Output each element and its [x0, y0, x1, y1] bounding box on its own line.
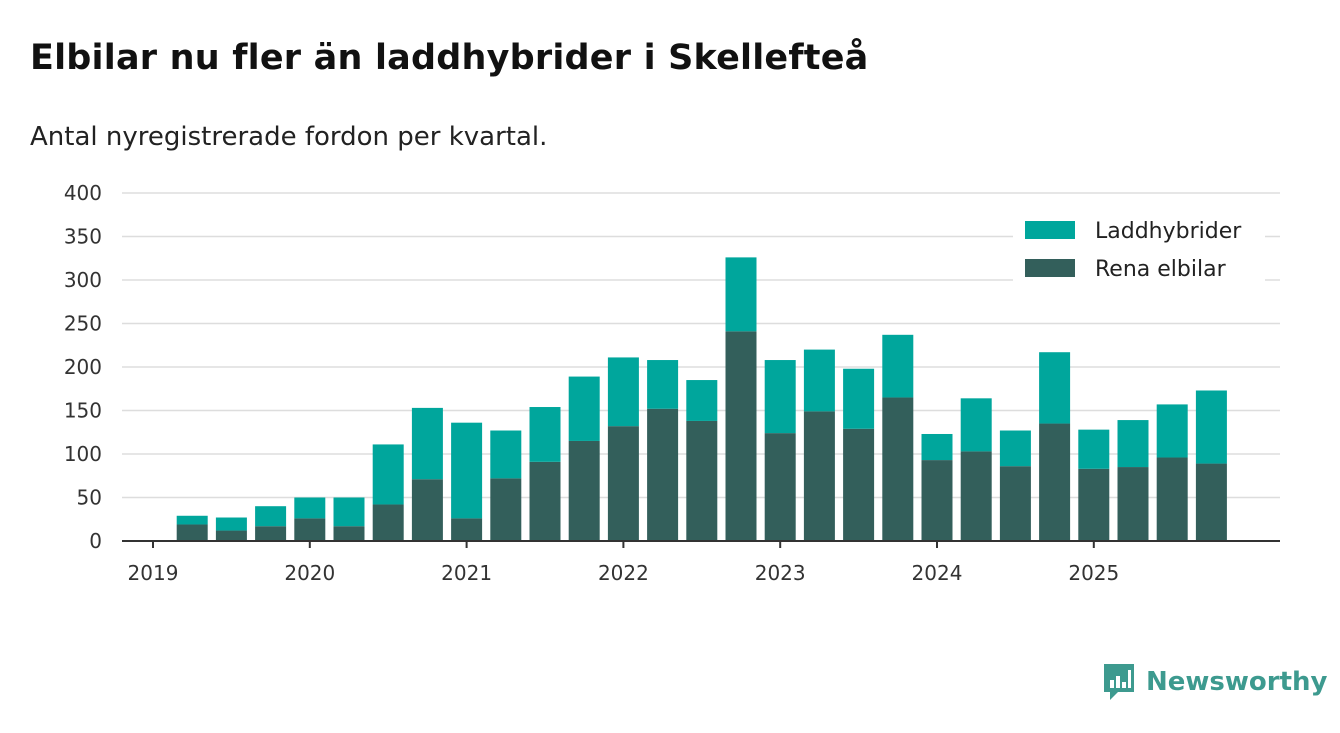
bar-rena-elbilar	[960, 451, 992, 541]
bar-laddhybrider	[843, 368, 875, 429]
bar-laddhybrider	[529, 407, 561, 462]
x-tick-label: 2025	[1068, 561, 1119, 585]
legend-swatch	[1025, 221, 1075, 239]
x-tick-label: 2019	[128, 561, 179, 585]
bar-laddhybrider	[294, 497, 326, 519]
bar-rena-elbilar	[333, 526, 365, 541]
bar-laddhybrider	[999, 430, 1031, 467]
bar-laddhybrider	[882, 334, 914, 398]
bar-laddhybrider	[372, 444, 404, 505]
bar-rena-elbilar	[529, 461, 561, 541]
brand-logo: Newsworthy	[1102, 662, 1327, 702]
bar-laddhybrider	[607, 357, 639, 427]
x-axis: 2019 2020 2021 2022 2023 2024 2025	[122, 540, 1280, 585]
bar-rena-elbilar	[803, 411, 835, 541]
y-tick-label: 400	[64, 181, 102, 205]
bar-laddhybrider	[1039, 352, 1071, 424]
legend-label: Rena elbilar	[1095, 257, 1227, 282]
bar-laddhybrider	[255, 506, 287, 527]
y-tick-label: 100	[64, 442, 102, 466]
y-axis-labels: 0 50 100 150 200 250 300 350 400	[64, 181, 102, 553]
bar-rena-elbilar	[1078, 468, 1110, 541]
bar-rena-elbilar	[607, 426, 639, 541]
x-tick-label: 2021	[441, 561, 492, 585]
y-tick-label: 50	[77, 486, 102, 510]
x-tick-label: 2020	[284, 561, 335, 585]
bar-laddhybrider	[333, 497, 365, 527]
bar-rena-elbilar	[1156, 457, 1188, 541]
bar-rena-elbilar	[686, 420, 718, 541]
x-tick-label: 2022	[598, 561, 649, 585]
y-tick-label: 300	[64, 268, 102, 292]
bar-laddhybrider	[1156, 404, 1188, 458]
bar-laddhybrider	[764, 360, 796, 434]
bar-laddhybrider	[1195, 390, 1227, 464]
y-tick-label: 250	[64, 312, 102, 336]
bar-laddhybrider	[686, 380, 718, 421]
bar-rena-elbilar	[999, 466, 1031, 541]
bar-rena-elbilar	[372, 504, 404, 541]
bar-rena-elbilar	[411, 479, 443, 541]
bar-laddhybrider	[921, 433, 953, 461]
bars	[176, 257, 1227, 541]
stacked-bar-chart: 0 50 100 150 200 250 300 350 400 2019 2020 2021 202…	[64, 181, 1280, 585]
bar-rena-elbilar	[921, 460, 953, 541]
bar-laddhybrider	[176, 515, 208, 525]
legend: Laddhybrider Rena elbilar	[1013, 209, 1265, 282]
chart-title: Elbilar nu fler än laddhybrider i Skelle…	[30, 38, 869, 78]
y-tick-label: 150	[64, 399, 102, 423]
bar-laddhybrider	[568, 376, 600, 441]
brand-name: Newsworthy	[1146, 667, 1328, 697]
bar-rena-elbilar	[725, 331, 757, 541]
bar-laddhybrider	[411, 407, 443, 480]
bar-laddhybrider	[1078, 429, 1110, 469]
x-tick-label: 2024	[912, 561, 963, 585]
bar-rena-elbilar	[882, 397, 914, 541]
bar-rena-elbilar	[255, 526, 287, 541]
bar-rena-elbilar	[1039, 423, 1071, 541]
y-tick-label: 0	[89, 529, 102, 553]
y-tick-label: 200	[64, 355, 102, 379]
bar-rena-elbilar	[647, 408, 679, 541]
bar-laddhybrider	[215, 517, 247, 531]
legend-swatch	[1025, 259, 1075, 277]
bar-rena-elbilar	[176, 524, 208, 541]
bar-laddhybrider	[1117, 420, 1149, 468]
bar-laddhybrider	[451, 422, 483, 519]
bar-rena-elbilar	[764, 433, 796, 541]
x-tick-label: 2023	[755, 561, 806, 585]
bar-rena-elbilar	[215, 530, 247, 541]
bar-laddhybrider	[490, 430, 522, 479]
bar-laddhybrider	[803, 349, 835, 412]
bar-laddhybrider	[647, 360, 679, 409]
bar-rena-elbilar	[843, 428, 875, 541]
chart-subtitle: Antal nyregistrerade fordon per kvartal.	[30, 122, 548, 152]
bar-rena-elbilar	[568, 440, 600, 541]
bar-rena-elbilar	[1195, 463, 1227, 541]
bar-rena-elbilar	[294, 518, 326, 541]
bar-rena-elbilar	[451, 518, 483, 541]
newsworthy-logo-icon	[1104, 664, 1134, 700]
bar-rena-elbilar	[1117, 467, 1149, 541]
y-tick-label: 350	[64, 225, 102, 249]
bar-laddhybrider	[960, 398, 992, 452]
bar-rena-elbilar	[490, 478, 522, 541]
bar-laddhybrider	[725, 257, 757, 332]
legend-label: Laddhybrider	[1095, 219, 1242, 244]
